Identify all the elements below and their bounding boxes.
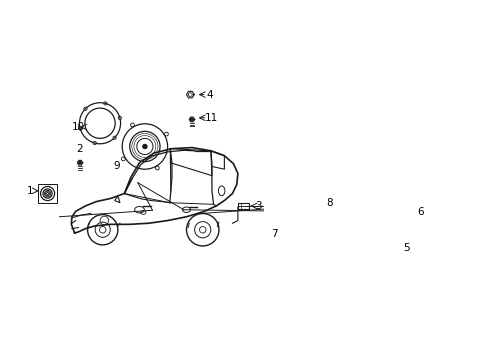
Circle shape bbox=[190, 118, 193, 121]
Text: 6: 6 bbox=[416, 207, 423, 217]
Bar bbox=[38, 184, 57, 203]
Text: 8: 8 bbox=[326, 198, 332, 208]
Circle shape bbox=[142, 144, 146, 149]
Text: 4: 4 bbox=[206, 90, 213, 100]
Circle shape bbox=[79, 162, 81, 164]
Text: 5: 5 bbox=[403, 243, 409, 253]
Text: 3: 3 bbox=[255, 201, 261, 211]
Circle shape bbox=[372, 238, 377, 243]
Circle shape bbox=[409, 221, 411, 224]
Text: 11: 11 bbox=[205, 113, 218, 123]
Text: 10: 10 bbox=[72, 122, 85, 132]
Circle shape bbox=[328, 212, 330, 215]
Text: 2: 2 bbox=[77, 144, 83, 154]
Text: 1: 1 bbox=[26, 186, 33, 196]
Text: 7: 7 bbox=[271, 229, 277, 239]
Bar bbox=[237, 203, 248, 209]
Text: 9: 9 bbox=[113, 162, 119, 171]
